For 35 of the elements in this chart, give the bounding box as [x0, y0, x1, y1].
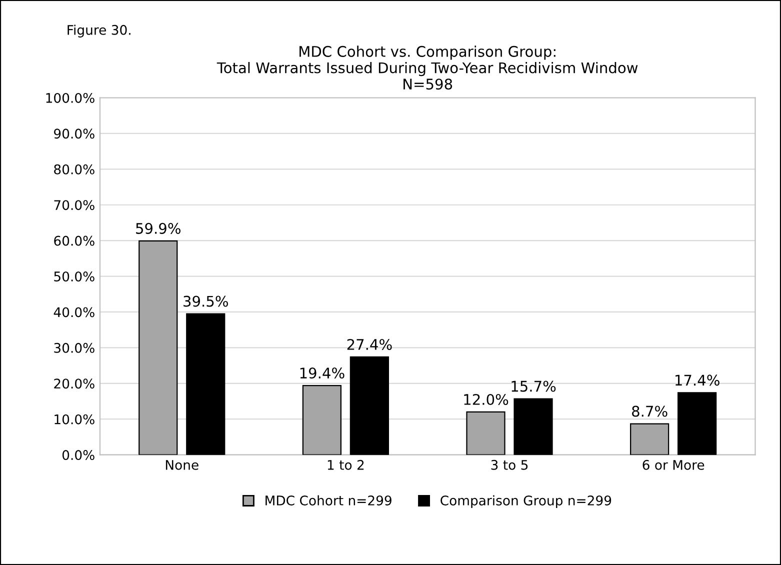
bar	[186, 313, 226, 455]
y-tick-label: 40.0%	[54, 307, 94, 318]
bar	[302, 384, 342, 455]
data-label: 12.0%	[464, 394, 508, 405]
y-tick-label: 90.0%	[54, 128, 94, 139]
data-label: 8.7%	[632, 406, 668, 417]
data-label: 19.4%	[300, 368, 344, 379]
y-tick-label: 20.0%	[54, 378, 94, 389]
data-label: 59.9%	[136, 222, 180, 234]
data-label: 39.5%	[184, 296, 228, 307]
legend-label: Comparison Group n=299	[440, 495, 612, 508]
y-tick-label: 30.0%	[54, 342, 94, 353]
x-tick-label: 1 to 2	[328, 460, 364, 470]
x-tick-label: 6 or More	[642, 460, 704, 470]
bar	[138, 240, 178, 455]
data-label: 15.7%	[512, 380, 556, 392]
y-tick-label: 60.0%	[54, 236, 94, 246]
caption: Figure 30.	[68, 24, 130, 38]
bar	[350, 356, 389, 455]
y-tick-label: 100.0%	[46, 92, 94, 103]
y-tick-label: 70.0%	[54, 200, 94, 210]
y-tick-label: 10.0%	[54, 414, 94, 424]
y-tick-label: 0.0%	[62, 450, 94, 460]
data-label: 17.4%	[676, 374, 720, 386]
y-tick-label: 80.0%	[54, 164, 94, 174]
y-tick-label: 50.0%	[54, 272, 94, 282]
bar	[514, 398, 553, 455]
bar	[466, 411, 506, 455]
legend-label: MDC Cohort n=299	[266, 495, 392, 506]
x-tick-label: None	[166, 460, 198, 470]
bar	[630, 423, 670, 455]
bar	[678, 392, 717, 455]
data-label: 27.4%	[347, 338, 392, 350]
chart-title: MDC Cohort vs. Comparison Group: Total Warrants Issued During Two-Year Recidivism Window N=598	[216, 46, 638, 90]
x-tick-label: 3 to 5	[491, 460, 528, 470]
